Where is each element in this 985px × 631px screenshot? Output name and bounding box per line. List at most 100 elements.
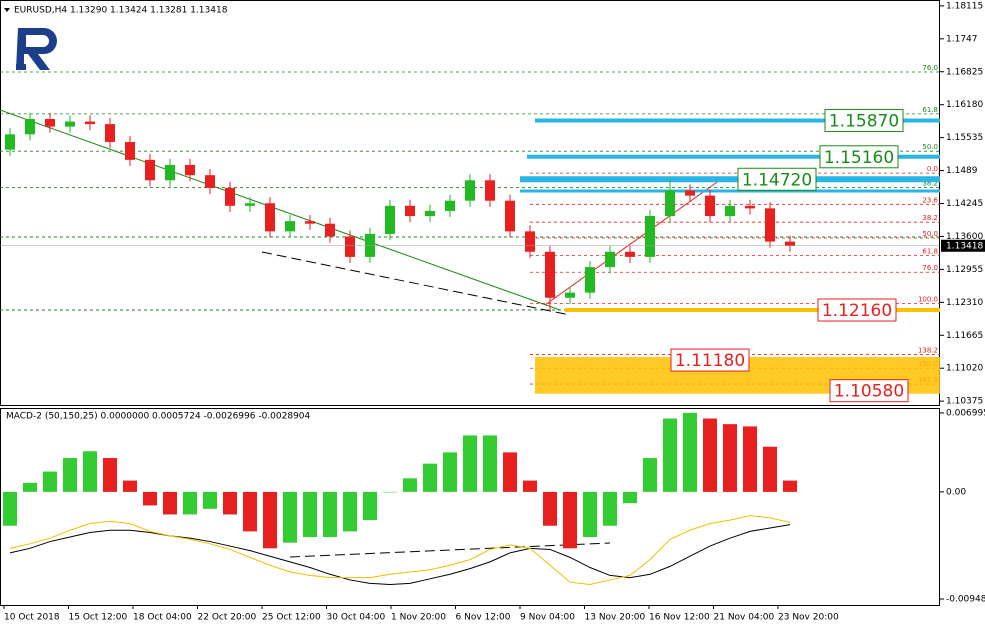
x-tick-label: 22 Oct 20:00 — [198, 613, 257, 623]
fib-label: 61.8 — [922, 247, 938, 255]
histogram-bar — [183, 491, 197, 515]
candle-body — [645, 216, 655, 257]
fib-label: 50.0 — [922, 143, 938, 151]
histogram-bar — [163, 491, 177, 515]
candle-body — [525, 231, 535, 252]
histogram-bar — [543, 491, 557, 526]
x-tick-label: 1 Nov 20:00 — [391, 613, 446, 623]
candle-body — [265, 203, 275, 232]
candle-body — [225, 187, 235, 206]
price-box-label: 1.15160 — [824, 148, 894, 168]
candle-body — [425, 210, 435, 217]
candle-body — [485, 180, 495, 201]
trend-line — [544, 179, 721, 306]
y-tick-label: 1.10375 — [946, 397, 983, 407]
y-tick-label: 1.1489 — [946, 166, 978, 176]
histogram-bar — [3, 491, 17, 526]
candle-body — [345, 236, 355, 257]
x-tick-label: 18 Oct 04:00 — [133, 613, 192, 623]
candle-body — [585, 267, 595, 293]
x-tick-label: 13 Nov 20:00 — [585, 613, 646, 623]
y-tick-label: 1.18115 — [946, 1, 983, 11]
candle-body — [65, 121, 75, 127]
x-tick-label: 10 Oct 2018 — [4, 613, 60, 623]
y-tick-label: 1.11665 — [946, 331, 983, 341]
histogram-bar — [383, 491, 397, 493]
candle-body — [505, 200, 515, 232]
price-box-label: 1.14720 — [742, 170, 812, 190]
candle-body — [625, 251, 635, 257]
histogram-bar — [663, 418, 677, 492]
histogram-bar — [23, 482, 37, 492]
fib-label: 50.0 — [922, 230, 938, 238]
histogram-bar — [43, 471, 57, 492]
fib-label: 138.2 — [918, 346, 938, 354]
histogram-bar — [403, 478, 417, 492]
histogram-bar — [343, 491, 357, 532]
candle-body — [665, 190, 675, 217]
histogram-bar — [683, 412, 697, 492]
x-tick-label: 30 Oct 04:00 — [327, 613, 386, 623]
trend-line — [0, 109, 561, 311]
candle-body — [365, 233, 375, 257]
price-box — [817, 298, 897, 322]
histogram-bar — [483, 435, 497, 492]
histogram-bar — [643, 458, 657, 492]
histogram-bar — [363, 491, 377, 521]
histogram-bar — [723, 424, 737, 492]
candle-body — [705, 195, 715, 217]
histogram-bar — [263, 491, 277, 549]
histogram-bar — [763, 446, 777, 492]
candle-body — [25, 118, 35, 135]
y-tick-label: 1.13600 — [946, 232, 983, 242]
fib-label: 23.6 — [922, 196, 938, 204]
candle-body — [125, 141, 135, 160]
histogram-bar — [443, 452, 457, 492]
signal-line — [9, 524, 791, 585]
candle-body — [5, 134, 15, 150]
histogram-bar — [523, 480, 537, 492]
y-tick-label: 1.12955 — [946, 265, 983, 275]
histogram-bar — [203, 491, 217, 509]
histogram-bar — [143, 491, 157, 506]
fib-label: 76.0 — [922, 64, 938, 72]
fib-label: 38.2 — [922, 214, 938, 222]
histogram-bar — [623, 491, 637, 504]
price-box — [829, 379, 909, 403]
fib-label: 0.0 — [927, 165, 938, 173]
histogram-bar — [323, 491, 337, 538]
price-box — [819, 145, 899, 169]
candle-body — [105, 124, 115, 142]
macd-title: MACD-2 (50,150,25) 0.0000000 0.0005724 -… — [6, 412, 311, 422]
histogram-bar — [423, 463, 437, 492]
histogram-bar — [703, 418, 717, 492]
price-box — [670, 348, 750, 372]
y-tick-label: -0.009489 — [946, 595, 985, 605]
histogram-bar — [243, 491, 257, 532]
y-tick-label: 1.14245 — [946, 199, 983, 209]
price-box — [737, 167, 817, 191]
candle-body — [305, 221, 315, 224]
histogram-bar — [743, 426, 757, 492]
histogram-bar — [463, 435, 477, 492]
candle-body — [605, 251, 615, 268]
signal-line — [9, 515, 791, 585]
candle-body — [725, 205, 735, 217]
candle-body — [385, 205, 395, 234]
menu-arrow — [4, 8, 10, 12]
histogram-bar — [283, 491, 297, 543]
histogram-bar — [223, 491, 237, 515]
fib-label: 38.2 — [922, 179, 938, 187]
candle-body — [765, 208, 775, 242]
candle-body — [145, 159, 155, 181]
y-tick-label: 0.006995 — [946, 408, 985, 418]
candle-body — [445, 200, 455, 211]
current-price: 1.13418 — [946, 241, 983, 251]
price-box-label: 1.11180 — [675, 351, 745, 371]
fib-label: 61.8 — [922, 106, 938, 114]
histogram-bar — [123, 480, 137, 492]
candle-body — [465, 180, 475, 201]
y-tick-label: 1.1747 — [946, 34, 978, 44]
histogram-bar — [563, 491, 577, 549]
price-box-label: 1.12160 — [822, 301, 892, 321]
